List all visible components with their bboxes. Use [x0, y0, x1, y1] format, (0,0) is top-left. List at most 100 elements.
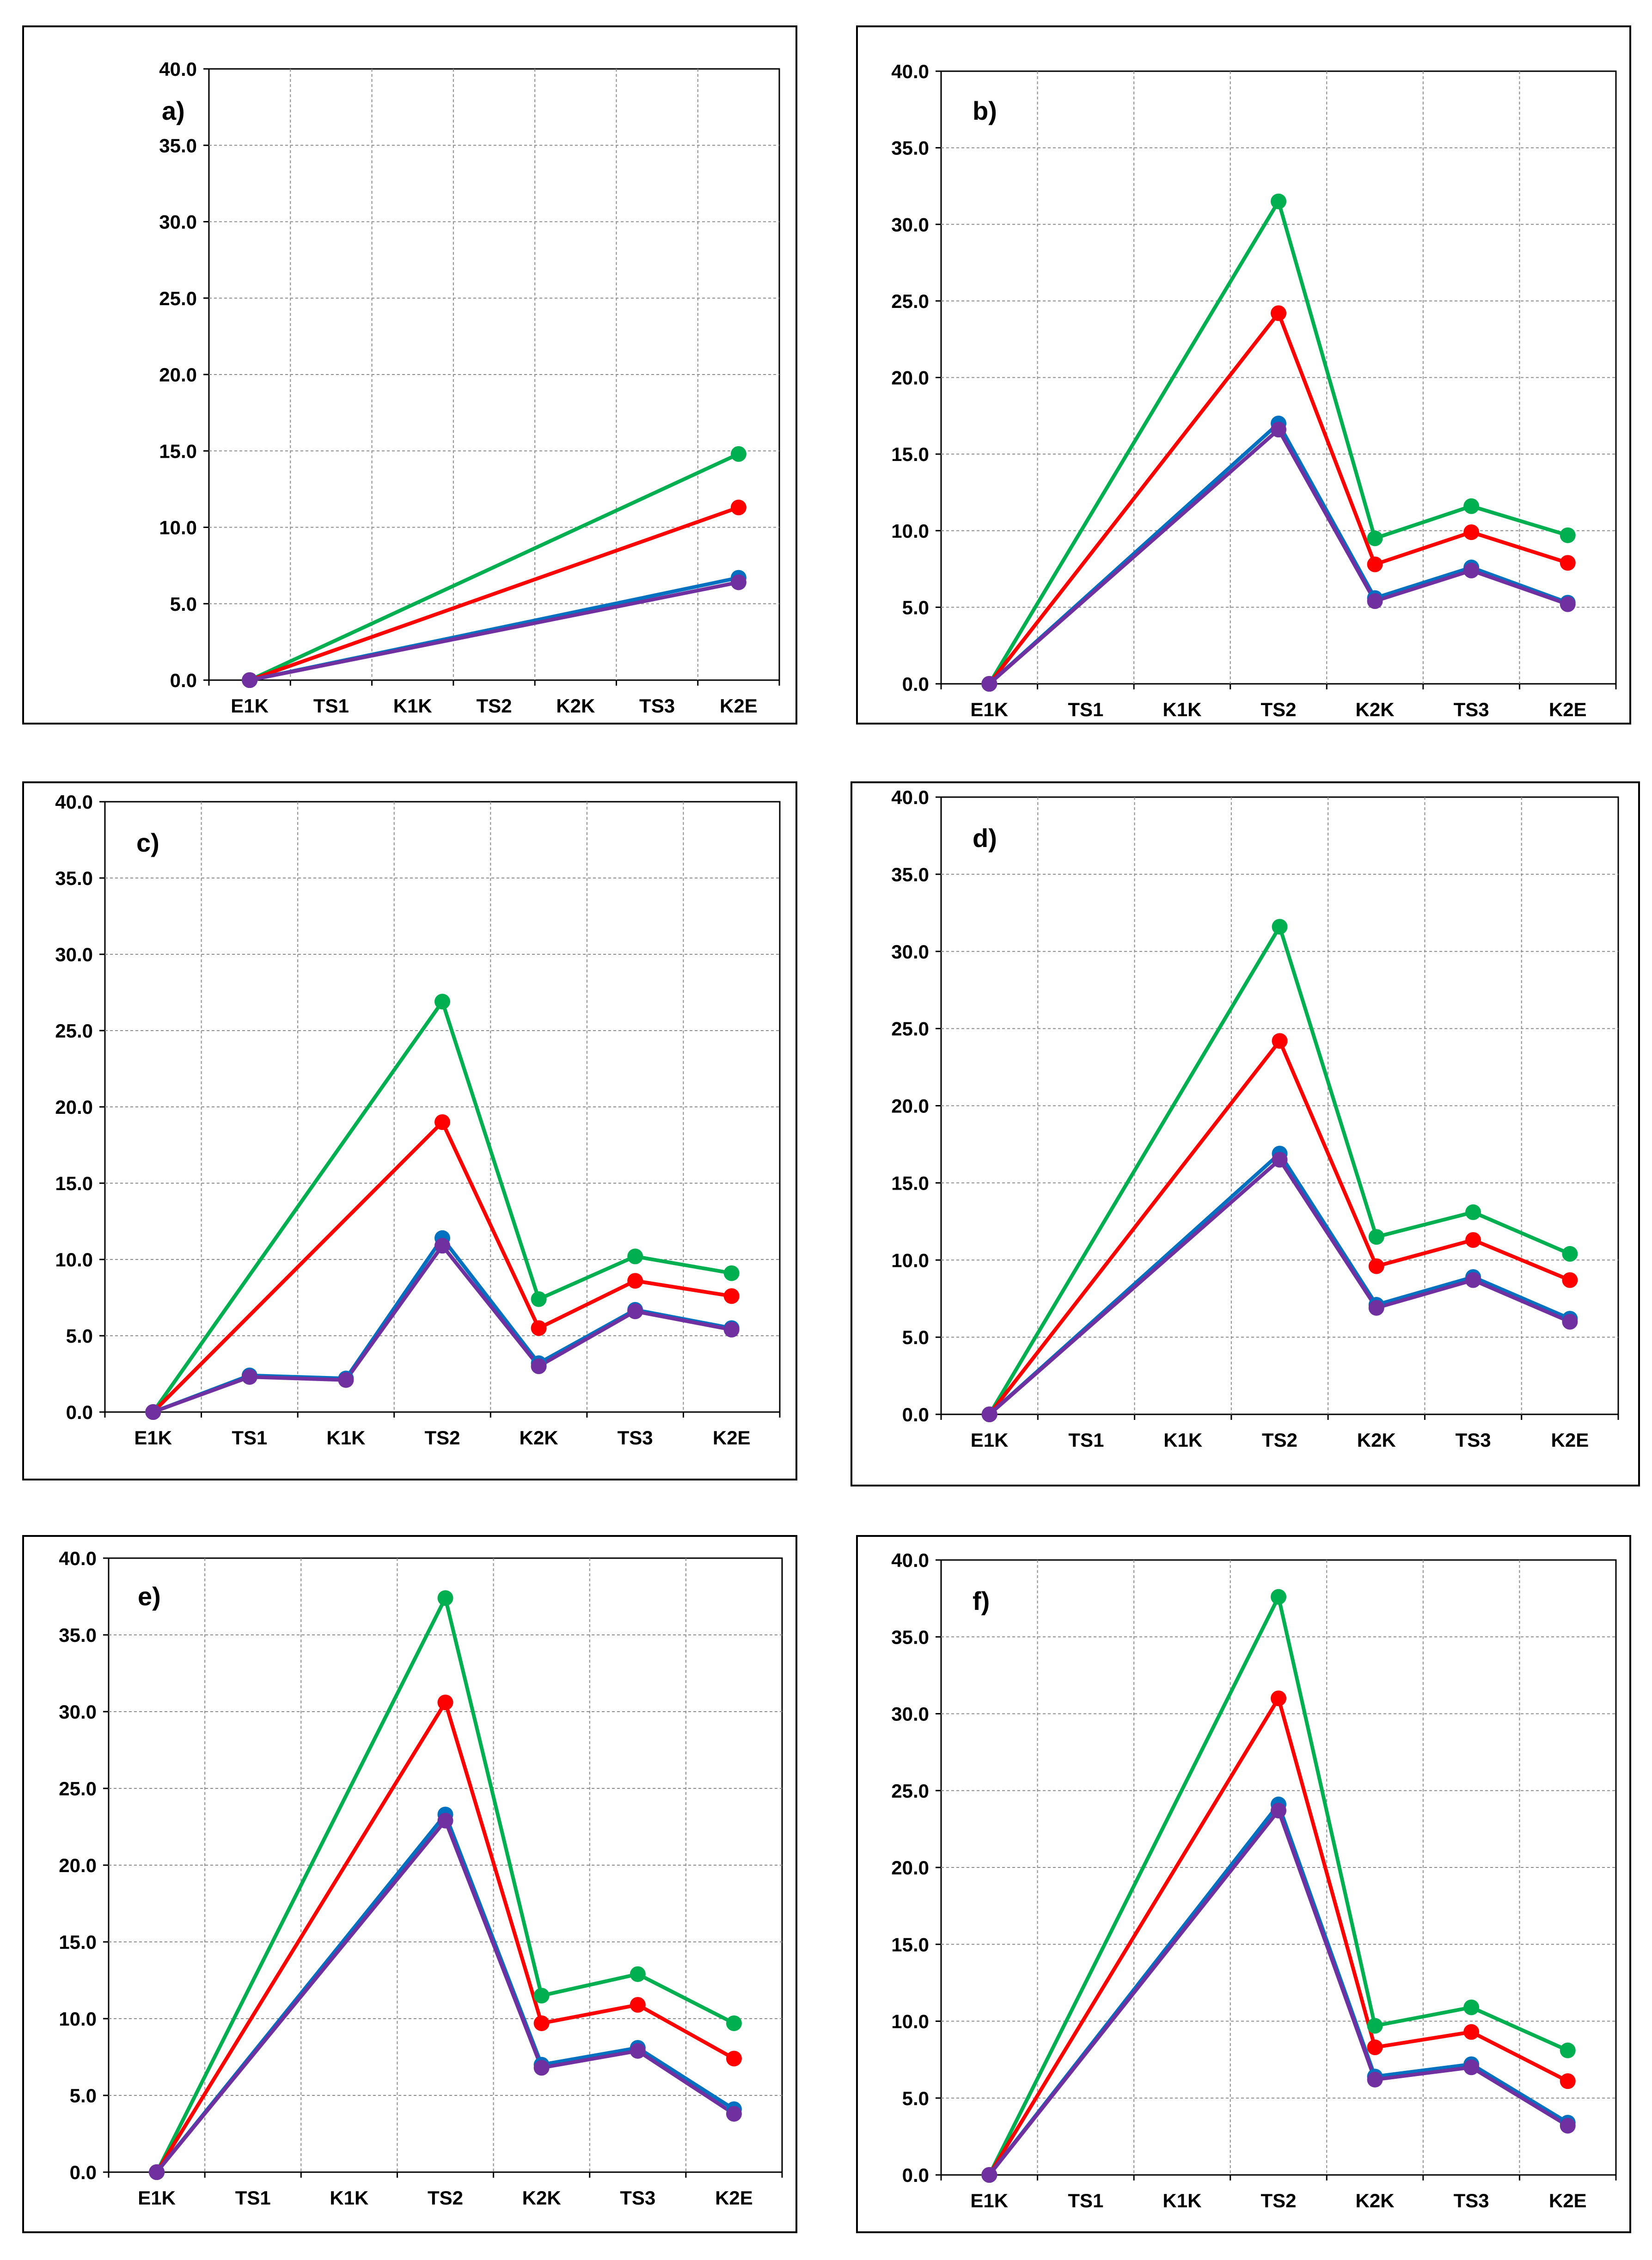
- chart-panel-a: 0.0 5.0 10.0 15.0 20.0 25.0 30.0 35.0 40.0 E1K TS1…: [22, 25, 797, 725]
- y-tick-label: 15.0: [891, 443, 929, 465]
- data-point-purple: [434, 1238, 450, 1254]
- y-tick-label: 35.0: [59, 1624, 97, 1646]
- x-tick-label: TS3: [620, 2187, 655, 2209]
- data-point-red: [437, 1695, 453, 1711]
- data-point-red: [627, 1273, 643, 1289]
- data-point-green: [1463, 498, 1480, 514]
- y-tick-label: 40.0: [891, 1549, 929, 1571]
- x-tick-label: K2E: [720, 695, 758, 717]
- x-tick-label: K2E: [1551, 1429, 1589, 1451]
- y-tick-label: 35.0: [891, 137, 929, 159]
- data-point-purple: [1271, 422, 1286, 438]
- y-tick-label: 30.0: [891, 941, 929, 963]
- y-tick-label: 20.0: [159, 364, 197, 386]
- chart-panel-b: 0.0 5.0 10.0 15.0 20.0 25.0 30.0 35.0 40.0 E1K TS1…: [856, 25, 1631, 725]
- x-tick-label: K2E: [1549, 699, 1587, 720]
- panel-label: f): [973, 1586, 990, 1615]
- y-tick-label: 25.0: [891, 1018, 929, 1040]
- y-tick-label: 25.0: [59, 1778, 97, 1799]
- data-point-green: [1463, 1999, 1480, 2015]
- data-point-green: [723, 1265, 740, 1281]
- data-point-green: [627, 1248, 643, 1265]
- line-chart-f: 0.0 5.0 10.0 15.0 20.0 25.0 30.0 35.0 40.0 E1K TS1…: [891, 1549, 1617, 2211]
- data-point-green: [1368, 1229, 1384, 1245]
- x-tick-label: K1K: [1163, 2190, 1201, 2211]
- x-tick-label: K2E: [715, 2187, 753, 2209]
- x-tick-label: TS1: [1068, 2190, 1103, 2211]
- data-point-purple: [149, 2164, 165, 2180]
- data-point-green: [1271, 1589, 1286, 1605]
- data-point-purple: [1463, 2059, 1480, 2076]
- y-tick-label: 5.0: [66, 1325, 93, 1347]
- y-tick-label: 0.0: [902, 2164, 929, 2186]
- data-point-green: [726, 2015, 742, 2031]
- y-tick-label: 5.0: [70, 2085, 97, 2106]
- x-tick-label: K2K: [520, 1427, 558, 1449]
- data-point-green: [630, 1966, 646, 1982]
- data-point-purple: [1367, 2071, 1383, 2088]
- y-tick-label: 10.0: [159, 517, 197, 539]
- x-tick-label: TS2: [1262, 1429, 1297, 1451]
- data-point-red: [726, 2051, 742, 2067]
- x-tick-label: E1K: [971, 1429, 1009, 1451]
- data-point-purple: [241, 1369, 257, 1385]
- data-point-purple: [1463, 562, 1480, 578]
- y-tick-label: 5.0: [902, 596, 929, 618]
- x-tick-label: E1K: [138, 2187, 176, 2209]
- data-point-purple: [981, 676, 997, 692]
- data-point-purple: [981, 2167, 997, 2183]
- y-tick-label: 40.0: [891, 61, 929, 82]
- x-tick-label: TS3: [618, 1427, 653, 1449]
- data-point-red: [1560, 2073, 1576, 2089]
- data-point-green: [437, 1590, 453, 1606]
- data-point-purple: [1367, 593, 1383, 609]
- y-tick-label: 10.0: [891, 520, 929, 542]
- y-tick-label: 30.0: [55, 944, 93, 965]
- data-point-purple: [1272, 1152, 1288, 1168]
- y-tick-label: 0.0: [170, 669, 197, 691]
- series-line-green: [249, 452, 740, 682]
- data-point-green: [1272, 919, 1288, 935]
- x-tick-label: E1K: [970, 699, 1008, 720]
- panel-label: c): [136, 828, 159, 857]
- x-tick-label: K2K: [1356, 2190, 1395, 2211]
- data-point-green: [531, 1291, 547, 1307]
- data-point-purple: [531, 1358, 547, 1374]
- x-tick-label: TS2: [476, 695, 512, 717]
- data-point-red: [1560, 555, 1576, 571]
- data-point-purple: [627, 1303, 643, 1320]
- data-point-green: [533, 1988, 550, 2004]
- data-point-green: [1562, 1246, 1578, 1262]
- y-tick-label: 20.0: [891, 1095, 929, 1117]
- data-point-red: [1562, 1272, 1578, 1288]
- x-tick-label: E1K: [231, 695, 269, 717]
- data-point-red: [434, 1114, 450, 1130]
- y-tick-label: 40.0: [55, 791, 93, 813]
- chart-panel-f: 0.0 5.0 10.0 15.0 20.0 25.0 30.0 35.0 40.0 E1K TS1…: [856, 1535, 1631, 2233]
- data-point-red: [1272, 1033, 1288, 1049]
- data-point-green: [1367, 2018, 1383, 2034]
- x-tick-label: TS3: [639, 695, 675, 717]
- data-point-purple: [437, 1812, 453, 1829]
- panel-label: a): [162, 96, 185, 125]
- x-tick-label: TS1: [1068, 699, 1103, 720]
- y-tick-label: 35.0: [55, 867, 93, 889]
- data-point-purple: [726, 2106, 742, 2122]
- x-tick-label: K2E: [713, 1427, 751, 1449]
- data-point-purple: [1271, 1802, 1286, 1818]
- data-point-red: [1367, 556, 1383, 572]
- y-tick-label: 25.0: [891, 1780, 929, 1802]
- y-tick-label: 0.0: [66, 1401, 93, 1423]
- y-tick-label: 40.0: [891, 786, 929, 808]
- panel-label: e): [138, 1582, 161, 1611]
- y-tick-label: 25.0: [55, 1020, 93, 1042]
- y-tick-label: 30.0: [891, 214, 929, 235]
- x-tick-label: K1K: [1163, 699, 1201, 720]
- data-point-red: [723, 1288, 740, 1304]
- x-tick-label: K1K: [393, 695, 432, 717]
- data-point-green: [434, 994, 450, 1010]
- line-chart-e: 0.0 5.0 10.0 15.0 20.0 25.0 30.0 35.0 40.0 E1K TS1…: [59, 1548, 783, 2209]
- data-point-purple: [1562, 1314, 1578, 1330]
- y-tick-label: 20.0: [55, 1096, 93, 1118]
- line-chart-b: 0.0 5.0 10.0 15.0 20.0 25.0 30.0 35.0 40.0 E1K TS1…: [891, 61, 1617, 720]
